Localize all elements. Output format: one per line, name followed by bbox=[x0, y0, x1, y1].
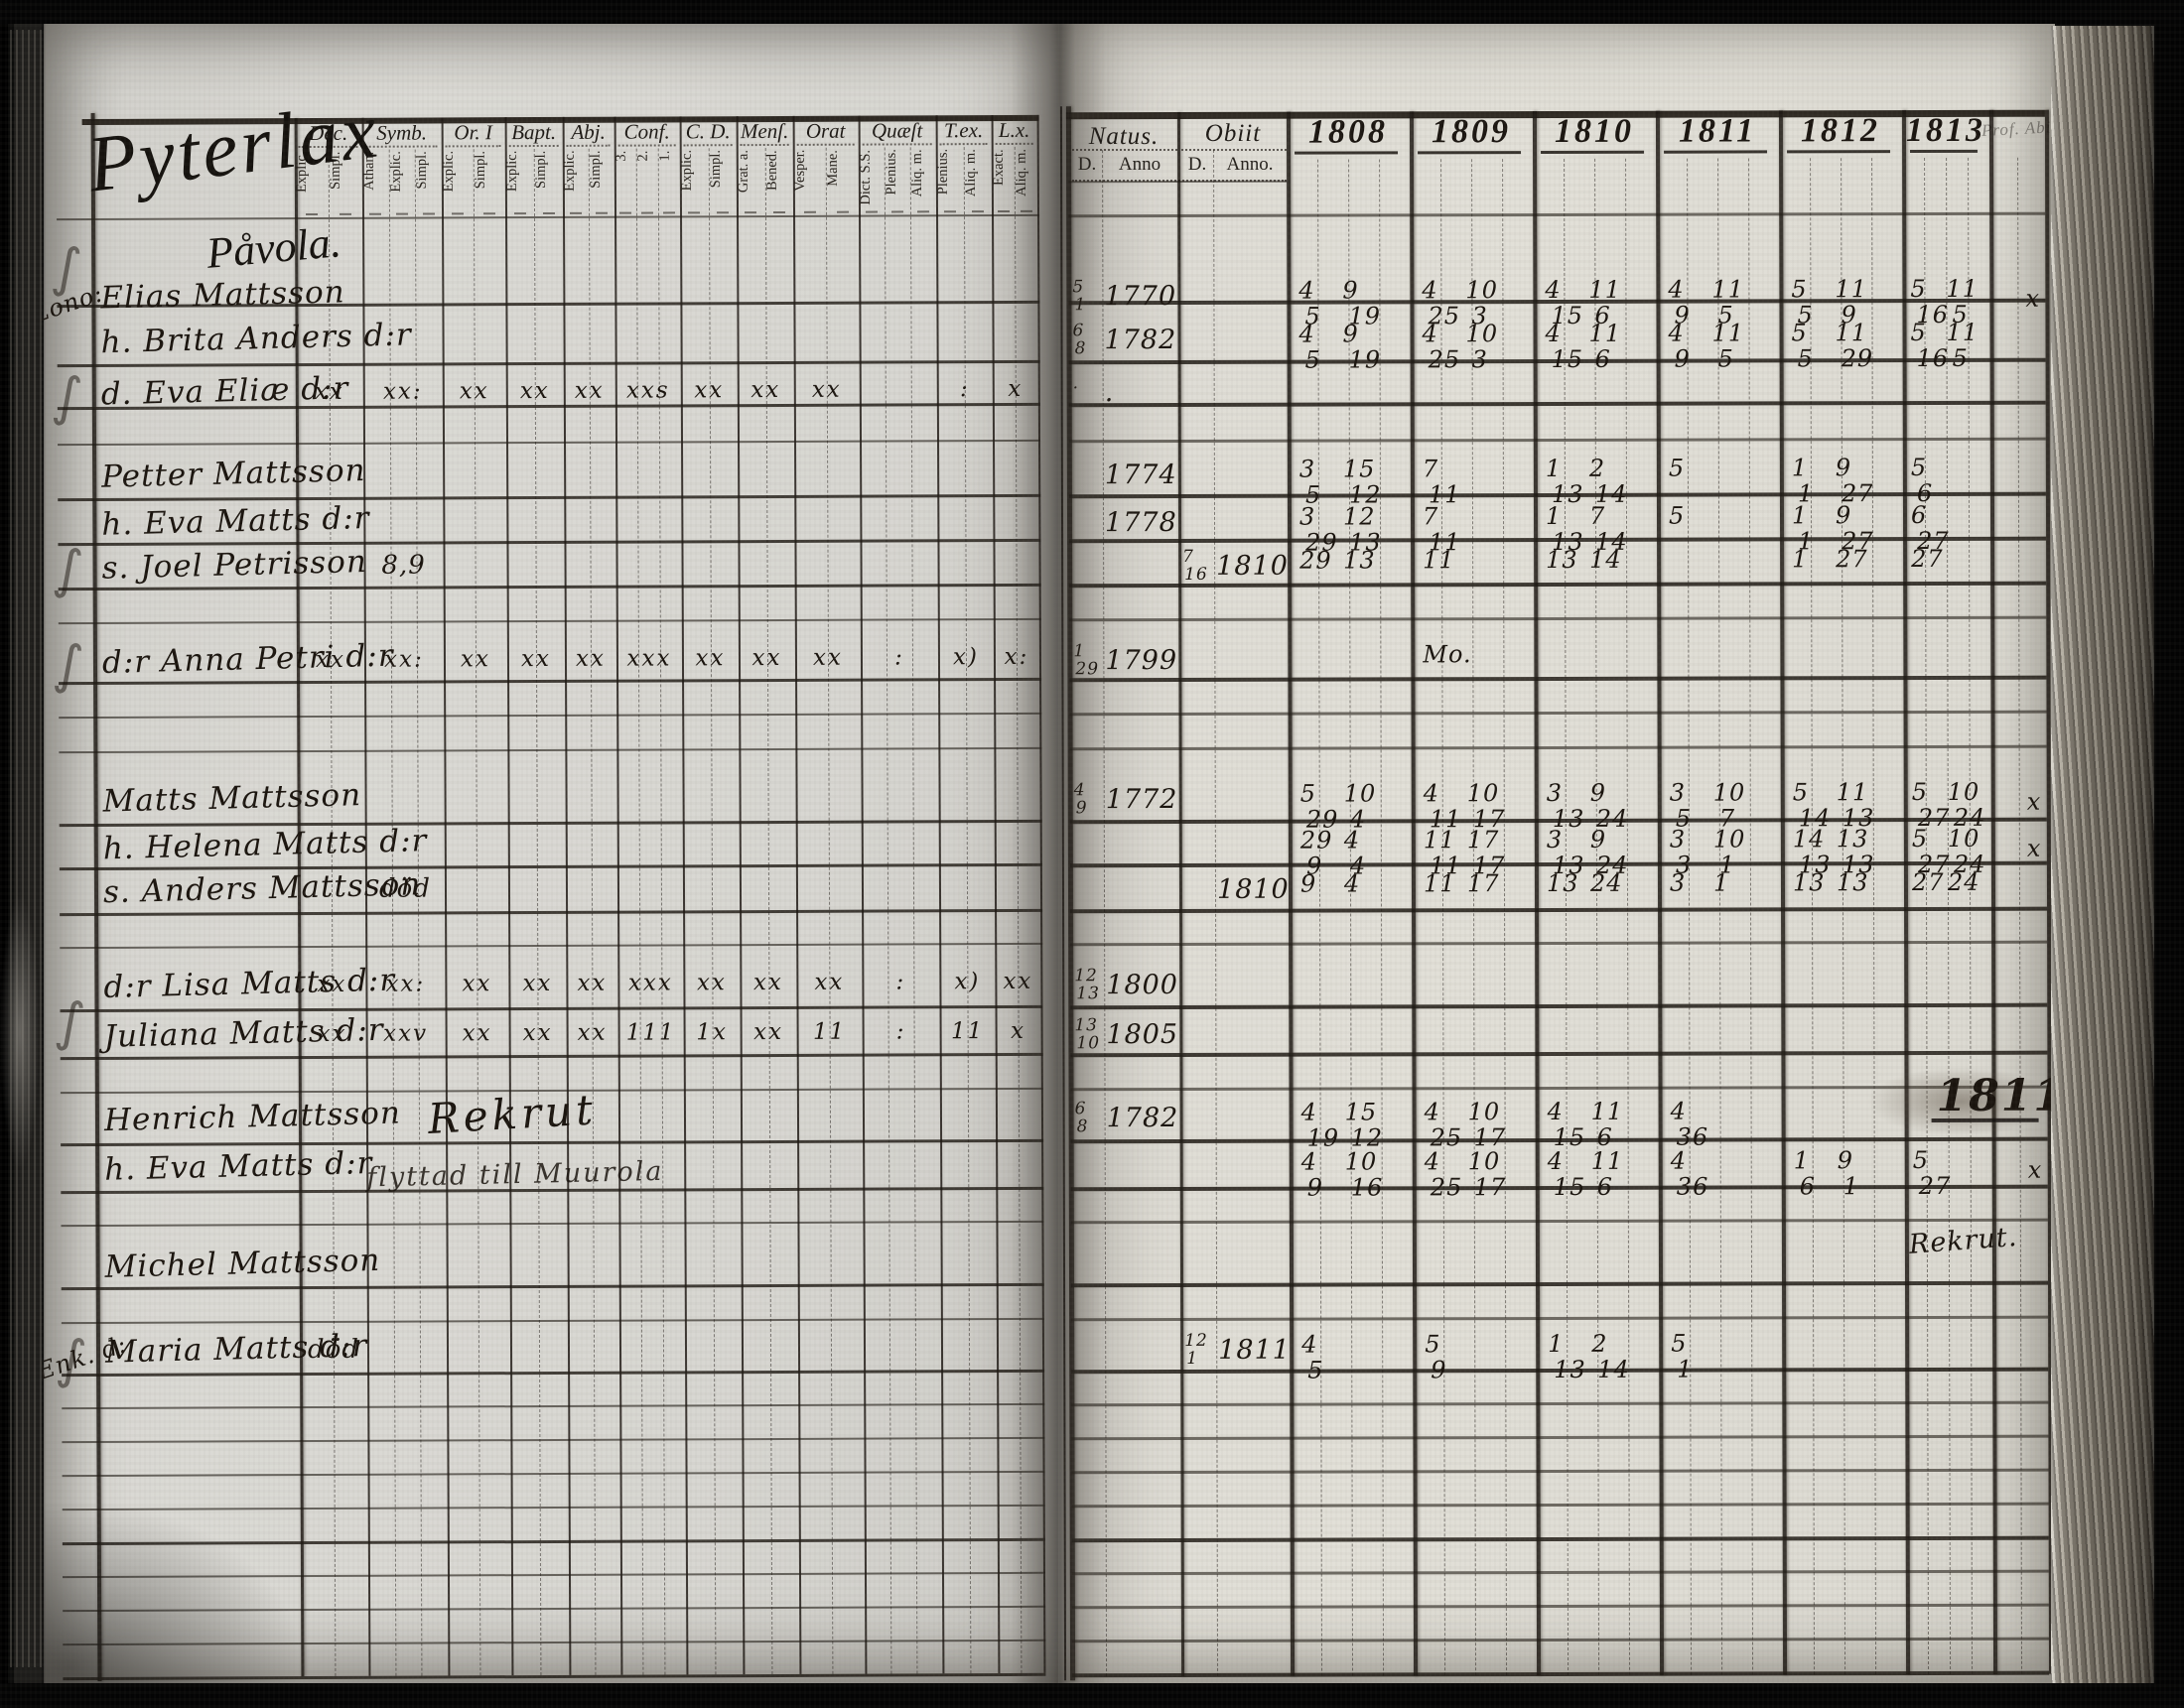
scan-border-top bbox=[0, 0, 2184, 24]
scan-border-right bbox=[2154, 0, 2184, 1708]
right-page bbox=[1058, 24, 2055, 1683]
natus-anno-subheader: Anno bbox=[1118, 154, 1161, 175]
obiit-anno-subheader: Anno. bbox=[1226, 154, 1274, 175]
scan-border-bottom bbox=[0, 1683, 2184, 1708]
right-page-stack-edge bbox=[2051, 26, 2156, 1691]
natus-header-rule bbox=[1072, 149, 1177, 151]
left-page-stack-edge bbox=[0, 0, 46, 1708]
obiit-day-subheader: D. bbox=[1187, 154, 1207, 175]
natus-day-subheader: D. bbox=[1077, 154, 1097, 175]
natus-column-header: Natus. bbox=[1088, 123, 1160, 150]
d-anno-underline bbox=[1072, 180, 1287, 182]
obiit-column-header: Obiit bbox=[1204, 120, 1262, 147]
left-page bbox=[44, 24, 1058, 1683]
prof-abit-column-header: Prof. Abit bbox=[1980, 117, 2058, 141]
obiit-header-rule bbox=[1181, 149, 1287, 151]
